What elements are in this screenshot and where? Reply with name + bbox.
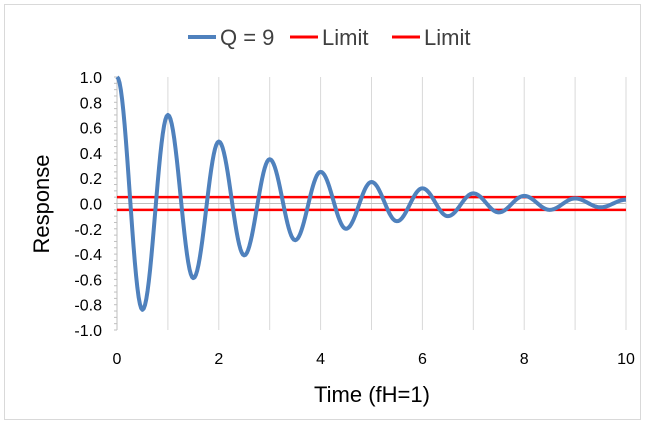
x-tick-label: 10 bbox=[617, 351, 635, 368]
x-tick-label: 6 bbox=[418, 351, 427, 368]
legend-label-limit-upper: Limit bbox=[322, 25, 368, 50]
y-tick-label: 0.4 bbox=[80, 146, 102, 163]
y-tick-label: -0.2 bbox=[74, 222, 102, 239]
y-tick-label: -1.0 bbox=[74, 323, 102, 340]
y-tick-label: -0.4 bbox=[74, 247, 102, 264]
y-tick-label: 0.6 bbox=[80, 121, 102, 138]
x-tick-label: 0 bbox=[113, 351, 122, 368]
y-tick-label: 0.0 bbox=[80, 197, 102, 214]
plot-area: 1.0 0.8 0.6 0.4 0.2 0.0 -0.2 -0.4 -0.6 -0.8 -1.0 0 2… bbox=[74, 70, 635, 368]
series-line-q9 bbox=[115, 75, 627, 312]
x-tick-label: 4 bbox=[316, 351, 325, 368]
legend-label-q9: Q = 9 bbox=[220, 25, 274, 50]
y-tick-label: 1.0 bbox=[80, 70, 102, 87]
y-tick-label: 0.2 bbox=[80, 171, 102, 188]
y-tick-label: -0.6 bbox=[74, 272, 102, 289]
y-tick-label: -0.8 bbox=[74, 298, 102, 315]
legend: Q = 9 Limit Limit bbox=[188, 25, 470, 50]
legend-label-limit-lower: Limit bbox=[424, 25, 470, 50]
y-tick-label: 0.8 bbox=[80, 95, 102, 112]
x-axis-title: Time (fH=1) bbox=[314, 382, 430, 407]
y-axis-title: Response bbox=[29, 154, 54, 253]
x-tick-label: 2 bbox=[214, 351, 223, 368]
chart-frame bbox=[4, 4, 641, 420]
x-tick-label: 8 bbox=[520, 351, 529, 368]
